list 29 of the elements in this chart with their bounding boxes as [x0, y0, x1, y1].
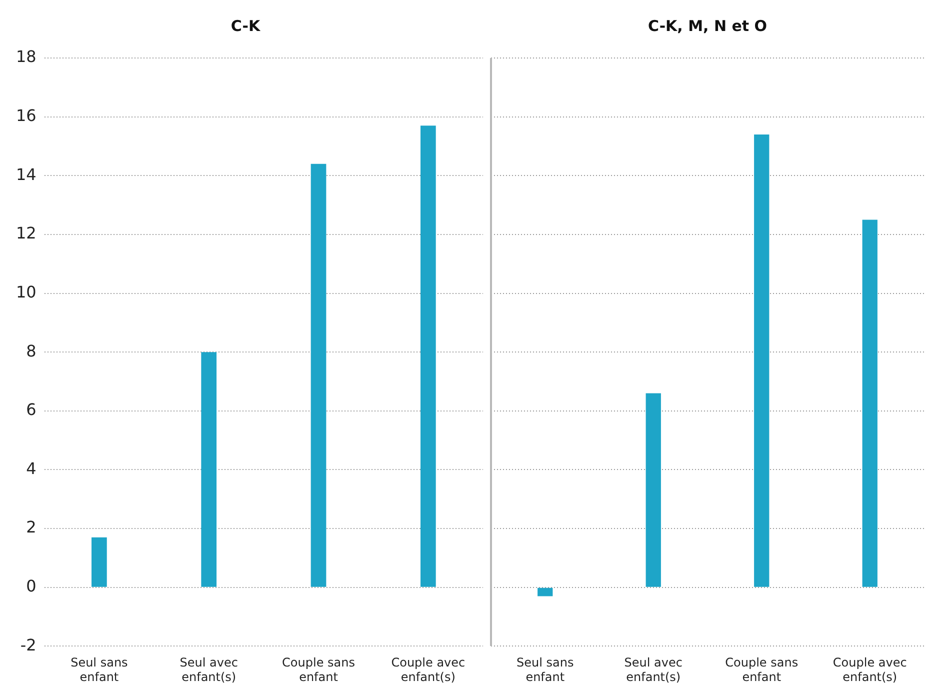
chart-title: C-K: [230, 16, 262, 35]
bar: [862, 220, 878, 587]
y-tick-label: 10: [16, 282, 36, 302]
bar: [420, 126, 436, 587]
x-tick-label: Seul sans enfant: [70, 656, 128, 684]
x-tick-label: Seul sans enfant: [516, 656, 574, 684]
y-tick-label: -2: [20, 635, 36, 654]
y-tick-label: 2: [26, 518, 36, 537]
y-tick-label: 16: [16, 106, 36, 125]
y-tick-label: 8: [26, 341, 36, 360]
bar: [646, 393, 661, 587]
chart-title: C-K, M, N et O: [648, 16, 768, 35]
y-tick-label: 6: [26, 400, 36, 420]
x-tick-label: Couple avec enfant(s): [832, 656, 907, 684]
bar: [538, 588, 553, 596]
y-tick-label: 12: [16, 224, 36, 243]
x-tick-label: Couple avec enfant(s): [391, 656, 466, 684]
x-tick-label: Couple sans enfant: [282, 656, 355, 684]
y-tick-label: 14: [16, 164, 36, 184]
bar: [92, 537, 107, 587]
bar: [201, 352, 217, 587]
bar: [754, 134, 770, 587]
y-tick-label: 0: [26, 576, 36, 596]
bar: [310, 164, 326, 587]
x-tick-label: Couple sans enfant: [725, 656, 798, 684]
x-tick-label: Seul avec enfant(s): [624, 656, 682, 684]
x-tick-label: Seul avec enfant(s): [180, 656, 238, 684]
y-tick-label: 18: [16, 47, 36, 66]
y-tick-label: 4: [26, 458, 36, 478]
